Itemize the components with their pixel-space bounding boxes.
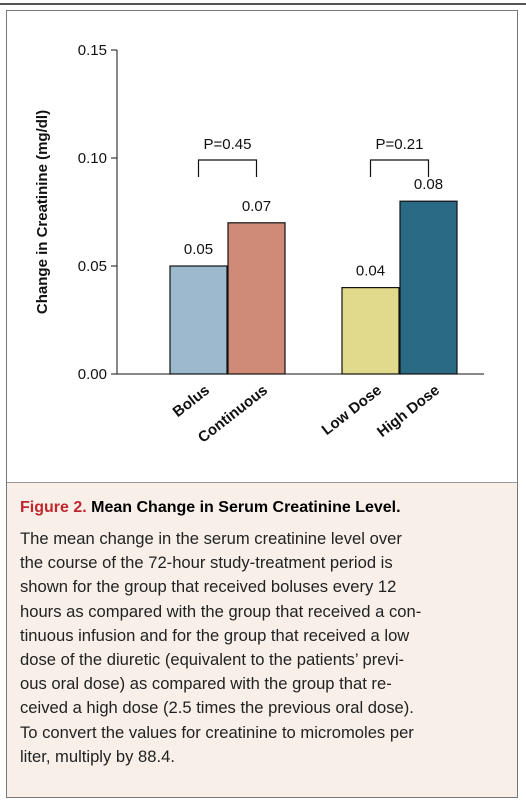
y-tick-label: 0.15 <box>78 42 107 59</box>
p-value: P=0.21 <box>376 136 424 153</box>
p-value: P=0.45 <box>204 136 252 153</box>
x-tick-label: High Dose <box>374 382 443 441</box>
value-label: 0.07 <box>242 198 271 215</box>
caption-title: Figure 2. Mean Change in Serum Creatinin… <box>20 499 505 517</box>
caption-line: tinuous infusion and for the group that … <box>20 625 410 645</box>
caption-line: shown for the group that received boluse… <box>20 577 397 597</box>
y-tick-label: 0.00 <box>78 366 107 383</box>
value-label: 0.05 <box>184 241 213 258</box>
figure-frame <box>6 10 518 798</box>
significance-bracket <box>197 159 258 177</box>
caption-line: To convert the values for creatinine to … <box>20 722 414 742</box>
caption-line: ous oral dose) as compared with the grou… <box>20 674 392 694</box>
caption: Figure 2. Mean Change in Serum Creatinin… <box>7 482 517 797</box>
caption-line: dose of the diuretic (equivalent to the … <box>20 650 405 670</box>
caption-line: ceived a high dose (2.5 times the previo… <box>20 698 414 718</box>
chart: Change in Creatinine (mg/dl) 0.00 0.05 0.1… <box>34 42 484 446</box>
caption-line: liter, multiply by 88.4. <box>20 746 175 766</box>
y-tick-label: 0.05 <box>78 258 107 275</box>
figure-label: Figure 2. <box>20 499 87 516</box>
value-label: 0.08 <box>414 176 443 193</box>
bar <box>341 287 400 375</box>
significance-bracket <box>369 159 430 177</box>
top-rule <box>0 3 526 5</box>
y-tick-label: 0.10 <box>78 150 107 167</box>
caption-line: The mean change in the serum creatinine … <box>20 529 402 548</box>
caption-line: the course of the 72-hour study-treatmen… <box>20 553 393 573</box>
bar <box>169 265 228 375</box>
x-tick-label: Bolus <box>170 382 213 421</box>
figure-title: Mean Change in Serum Creatinine Level. <box>91 499 401 516</box>
bar <box>399 200 458 375</box>
caption-body: The mean change in the serum creatinine … <box>20 527 505 769</box>
caption-line: hours as compared with the group that re… <box>20 601 422 621</box>
bar <box>227 222 286 375</box>
y-axis-label: Change in Creatinine (mg/dl) <box>34 110 51 314</box>
value-label: 0.04 <box>356 263 385 280</box>
